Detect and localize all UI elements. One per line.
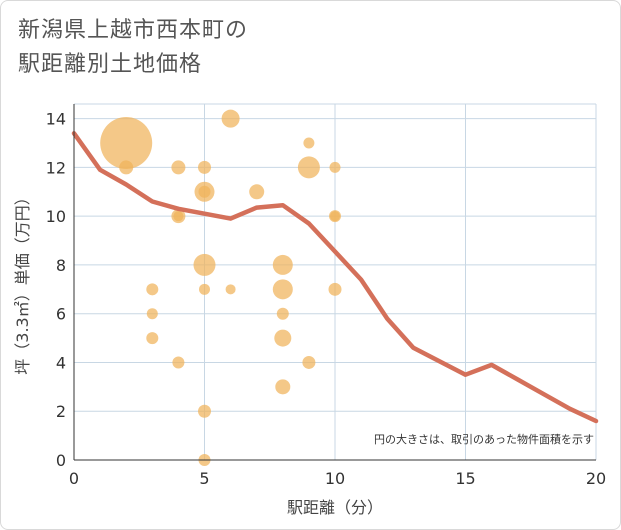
bubble-11 (297, 156, 320, 179)
bubble-14 (330, 211, 340, 222)
x-tick-label-1: 5 (199, 469, 209, 488)
bubble-24 (146, 332, 159, 345)
bubble-layer (100, 109, 342, 466)
x-tick-label-4: 20 (586, 469, 606, 488)
tick-labels: 0 5 10 15 20 0 2 4 6 8 10 12 14 (46, 110, 607, 488)
bubble-23 (276, 307, 289, 320)
y-tick-label-0: 0 (56, 451, 66, 470)
bubble-10 (303, 137, 315, 149)
line-layer (71, 131, 599, 424)
bubble-6 (198, 185, 211, 198)
x-tick-label-3: 15 (455, 469, 475, 488)
bubble-3 (198, 160, 211, 174)
bubble-9 (249, 184, 265, 200)
bubble-29 (198, 404, 211, 418)
y-tick-label-7: 14 (46, 110, 66, 129)
bubble-21 (328, 282, 342, 296)
series-line-0 (71, 131, 599, 424)
axes (73, 104, 596, 461)
size-note: 円の大きさは、取引のあった物件面積を示す (374, 432, 594, 446)
bubble-20 (272, 279, 293, 300)
bubble-16 (272, 254, 293, 275)
bubble-4 (221, 109, 240, 128)
bubble-12 (329, 161, 341, 173)
x-axis-title: 駅距離（分） (287, 498, 383, 517)
y-tick-label-2: 4 (56, 353, 66, 372)
bubble-22 (146, 308, 158, 320)
bubble-2 (171, 160, 186, 175)
bubble-1 (119, 160, 134, 175)
bubble-28 (275, 379, 291, 395)
y-axis-title: 坪（3.3㎡）単価（万円） (13, 189, 32, 374)
chart-title: 新潟県上越市西本町の 駅距離別土地価格 (18, 14, 248, 82)
bubble-25 (274, 329, 292, 347)
y-tick-label-3: 6 (56, 305, 66, 324)
chart-title-line-1: 新潟県上越市西本町の (18, 18, 249, 43)
y-tick-label-6: 12 (46, 158, 66, 177)
bubble-17 (146, 283, 159, 296)
x-tick-label-0: 0 (69, 469, 79, 488)
bubble-19 (225, 284, 236, 295)
bubble-15 (193, 253, 216, 276)
y-tick-label-5: 10 (46, 207, 66, 226)
bubble-0 (100, 117, 153, 170)
bubble-8 (173, 211, 184, 222)
y-tick-label-1: 2 (56, 402, 66, 421)
y-tick-label-4: 8 (56, 256, 66, 275)
bubble-18 (199, 283, 210, 295)
bubble-26 (172, 356, 185, 369)
bubble-27 (302, 355, 316, 369)
chart-title-line-2: 駅距離別土地価格 (18, 52, 203, 77)
x-tick-label-2: 10 (325, 469, 345, 488)
